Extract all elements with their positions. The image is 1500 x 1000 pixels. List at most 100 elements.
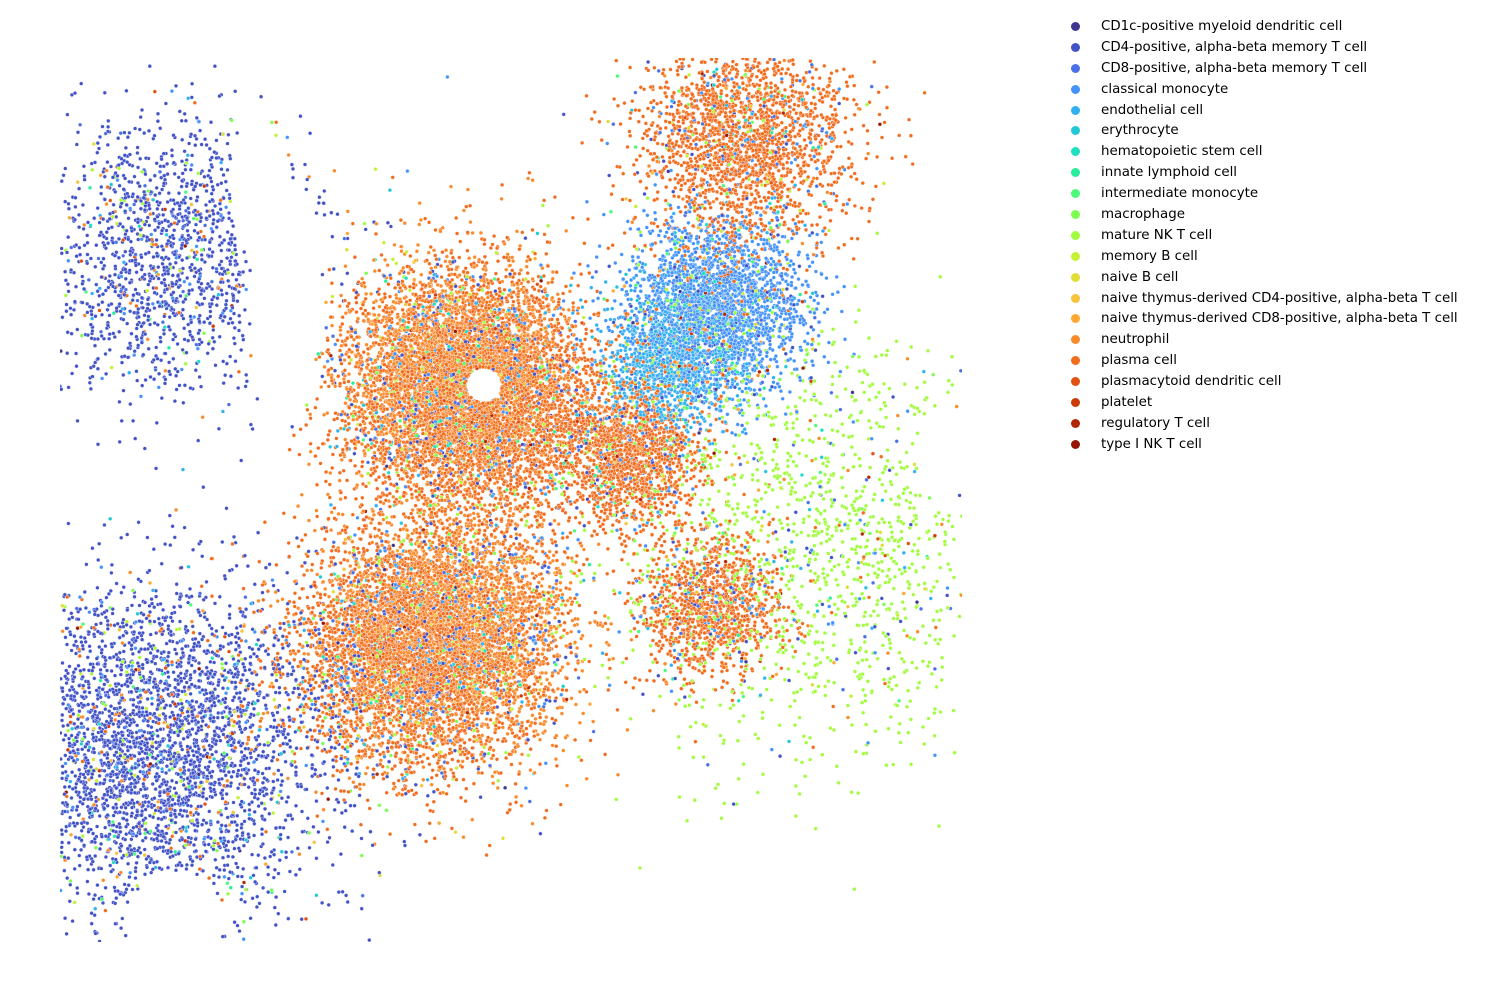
data-point: [244, 287, 249, 292]
data-point: [870, 451, 875, 456]
data-point: [128, 870, 133, 875]
data-point: [683, 75, 688, 80]
data-point: [154, 161, 159, 166]
data-point: [215, 182, 220, 187]
data-point: [888, 646, 893, 651]
data-point: [190, 748, 195, 753]
data-point: [553, 757, 558, 762]
data-point: [637, 524, 642, 529]
data-point: [194, 305, 199, 310]
data-point: [360, 276, 365, 281]
data-point: [882, 381, 887, 386]
data-point: [290, 175, 296, 180]
data-point: [558, 580, 563, 585]
data-point: [619, 252, 624, 257]
data-point: [327, 267, 332, 272]
data-point: [450, 255, 455, 260]
data-point: [371, 306, 376, 311]
scatter-plot: [60, 58, 962, 942]
data-point: [150, 601, 155, 606]
data-point: [345, 760, 350, 766]
data-point: [66, 258, 71, 263]
data-point: [406, 320, 411, 325]
data-point: [775, 232, 781, 238]
data-point: [817, 215, 823, 220]
data-point: [327, 737, 332, 742]
data-point: [323, 479, 328, 484]
data-point: [363, 771, 368, 776]
data-point: [567, 587, 572, 592]
data-point: [69, 92, 74, 97]
data-point: [814, 655, 819, 661]
data-point: [683, 493, 688, 498]
data-point: [628, 283, 633, 288]
data-point: [80, 202, 85, 208]
data-point: [776, 68, 781, 73]
data-point: [123, 145, 128, 150]
data-point: [775, 571, 780, 576]
data-point: [701, 697, 706, 702]
data-point: [181, 218, 186, 223]
data-point: [82, 173, 87, 179]
data-point: [182, 337, 187, 342]
data-point: [490, 774, 495, 779]
data-point: [663, 668, 668, 673]
data-point: [427, 762, 432, 767]
data-point: [927, 537, 932, 542]
data-point: [750, 472, 755, 477]
data-point: [360, 464, 365, 469]
data-point: [127, 875, 132, 880]
data-point: [579, 571, 584, 576]
data-point: [762, 676, 767, 681]
data-point: [270, 578, 275, 583]
data-point: [823, 141, 828, 146]
data-point: [845, 564, 851, 569]
data-point: [251, 706, 257, 711]
data-point: [180, 171, 185, 176]
data-point: [188, 691, 193, 696]
data-point: [304, 787, 309, 792]
data-point: [397, 723, 402, 728]
data-point: [322, 759, 327, 764]
data-point: [594, 269, 599, 274]
data-point: [795, 163, 800, 168]
data-point: [249, 601, 254, 606]
data-point: [169, 778, 175, 783]
data-point: [615, 707, 620, 712]
data-point: [345, 768, 350, 773]
data-point: [257, 559, 262, 564]
data-point: [389, 745, 394, 750]
data-point: [161, 331, 167, 336]
data-point: [64, 642, 70, 647]
data-point: [784, 141, 789, 147]
data-point: [503, 750, 509, 755]
data-point: [950, 524, 955, 529]
data-point: [791, 140, 796, 146]
data-point: [81, 226, 86, 231]
data-point: [760, 524, 765, 529]
data-point: [784, 426, 789, 431]
data-point: [584, 776, 589, 781]
data-point: [755, 790, 760, 795]
data-point: [372, 269, 377, 274]
data-point: [454, 215, 459, 221]
data-point: [618, 269, 623, 274]
data-point: [98, 173, 103, 178]
data-point: [75, 804, 80, 809]
data-point: [547, 489, 552, 494]
data-point: [526, 753, 531, 758]
data-point: [575, 365, 581, 370]
data-point: [611, 384, 616, 389]
data-point: [470, 467, 475, 472]
data-point: [251, 651, 257, 656]
data-point: [343, 495, 348, 500]
data-point: [430, 768, 435, 773]
data-point: [770, 579, 775, 584]
data-point: [116, 236, 122, 241]
data-point: [631, 581, 636, 586]
data-point: [791, 654, 796, 660]
data-point: [344, 247, 349, 252]
data-point: [599, 348, 604, 353]
data-point: [119, 418, 124, 423]
data-point: [468, 220, 473, 225]
